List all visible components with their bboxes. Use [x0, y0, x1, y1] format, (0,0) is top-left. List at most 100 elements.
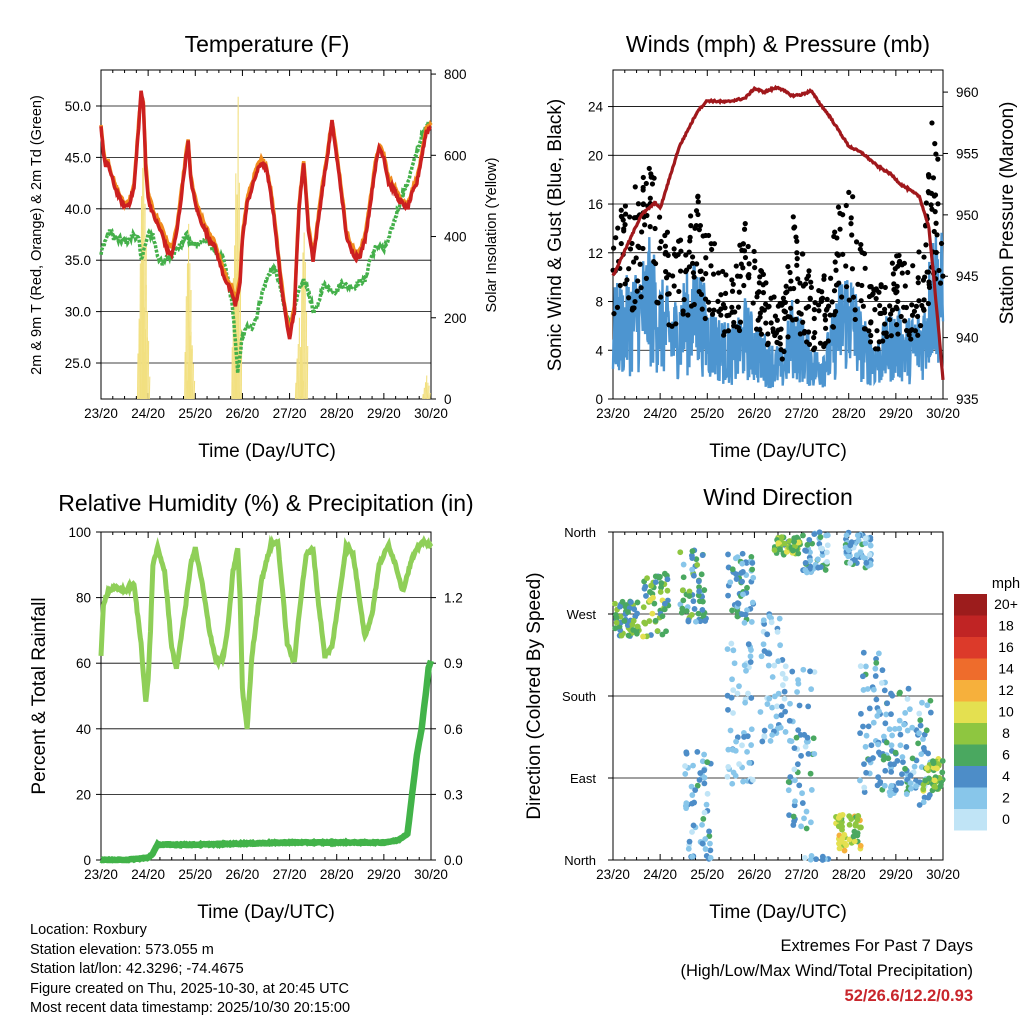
humidity-axes: 23/20 24/20 25/20 26/20 27/20 28/20 29/20 30/20 [84, 531, 448, 882]
direction-point [846, 836, 853, 843]
gust-point [921, 307, 927, 313]
direction-point [701, 780, 708, 787]
direction-point [747, 659, 754, 665]
direction-point [679, 605, 686, 612]
direction-point [939, 758, 946, 764]
gust-point [834, 235, 840, 241]
gust-point [811, 315, 817, 322]
direction-point [862, 540, 869, 547]
gust-point [742, 221, 748, 227]
direction-point [659, 613, 666, 620]
gust-point [658, 294, 664, 300]
direction-ytick-label: East [570, 771, 596, 786]
gust-point [803, 305, 809, 311]
station-latlon: Station lat/lon: 42.3296; -74.4675 [30, 961, 244, 978]
direction-point [703, 801, 710, 808]
direction-point [691, 606, 698, 612]
gust-point [777, 341, 783, 347]
direction-point [661, 570, 668, 577]
gust-point [630, 305, 636, 311]
direction-point [896, 717, 903, 724]
direction-point [854, 552, 860, 559]
gust-point [861, 326, 868, 332]
direction-point [664, 587, 671, 594]
direction-point [847, 542, 854, 549]
direction-point [822, 567, 829, 573]
gust-point [708, 241, 714, 247]
direction-point [897, 731, 904, 738]
gust-point [742, 254, 749, 261]
direction-point [922, 777, 929, 784]
gust-point [821, 273, 827, 279]
gust-point [933, 151, 939, 157]
gust-point [733, 263, 739, 269]
direction-point [841, 831, 848, 838]
rh-line [98, 534, 434, 730]
temperature-xtick-label: 23/20 [84, 406, 118, 421]
extremes-values: 52/26.6/12.2/0.93 [844, 987, 973, 1005]
direction-point [909, 755, 916, 762]
gust-point [915, 332, 921, 338]
direction-point [811, 531, 818, 538]
direction-point [875, 741, 882, 748]
legend-swatch [954, 594, 987, 616]
direction-point [613, 619, 620, 626]
direction-point [695, 610, 702, 617]
direction-point [680, 597, 687, 604]
direction-xlabel: Time (Day/UTC) [709, 902, 847, 923]
direction-point [879, 667, 886, 674]
gust-point [832, 259, 838, 265]
gust-point [642, 222, 648, 228]
direction-point [775, 690, 782, 697]
direction-point [775, 540, 782, 547]
direction-point [700, 815, 707, 822]
direction-point [805, 751, 812, 757]
gust-point [894, 322, 900, 328]
gust-point [639, 229, 645, 235]
direction-point [886, 726, 893, 733]
gust-point [781, 348, 787, 355]
direction-point [790, 822, 797, 828]
gust-point [720, 301, 727, 308]
direction-point [769, 674, 776, 680]
gust-point [640, 184, 646, 191]
gust-point [931, 228, 937, 235]
direction-point [786, 812, 792, 819]
gust-point [797, 280, 803, 286]
gust-point [621, 228, 627, 234]
gust-point [696, 227, 702, 233]
direction-point [612, 625, 619, 632]
legend-label: 18 [998, 618, 1014, 634]
direction-point [824, 558, 830, 565]
gust-point [938, 240, 945, 247]
gust-point [689, 254, 696, 260]
direction-point [724, 692, 731, 699]
direction-point [861, 789, 868, 796]
direction-point [901, 721, 907, 728]
humidity-xtick-label: 30/20 [414, 867, 448, 882]
gust-point [772, 313, 779, 319]
temperature-ylabel: 2m & 9m T (Red, Orange) & 2m Td (Green) [29, 95, 45, 375]
gust-point [765, 331, 771, 337]
gust-point [745, 273, 751, 279]
gust-point [686, 264, 693, 270]
direction-point [634, 623, 641, 630]
direction-point [905, 685, 912, 692]
direction-point [619, 598, 626, 605]
direction-point [683, 750, 690, 757]
gust-point [775, 303, 781, 309]
temperature-panel: Temperature (F) 2m & 9m T (Red, Orange) … [29, 31, 500, 462]
gust-point [703, 271, 709, 277]
direction-point [749, 560, 756, 566]
direction-point [805, 703, 812, 710]
gust-point [687, 238, 693, 244]
gust-point [894, 253, 900, 259]
gust-point [848, 221, 854, 227]
direction-point [748, 726, 755, 733]
direction-point [648, 582, 654, 589]
direction-point [725, 746, 732, 753]
direction-point [699, 821, 705, 828]
humidity-ytick-label: 40 [76, 722, 91, 737]
gust-point [909, 312, 916, 318]
direction-point [689, 792, 696, 798]
